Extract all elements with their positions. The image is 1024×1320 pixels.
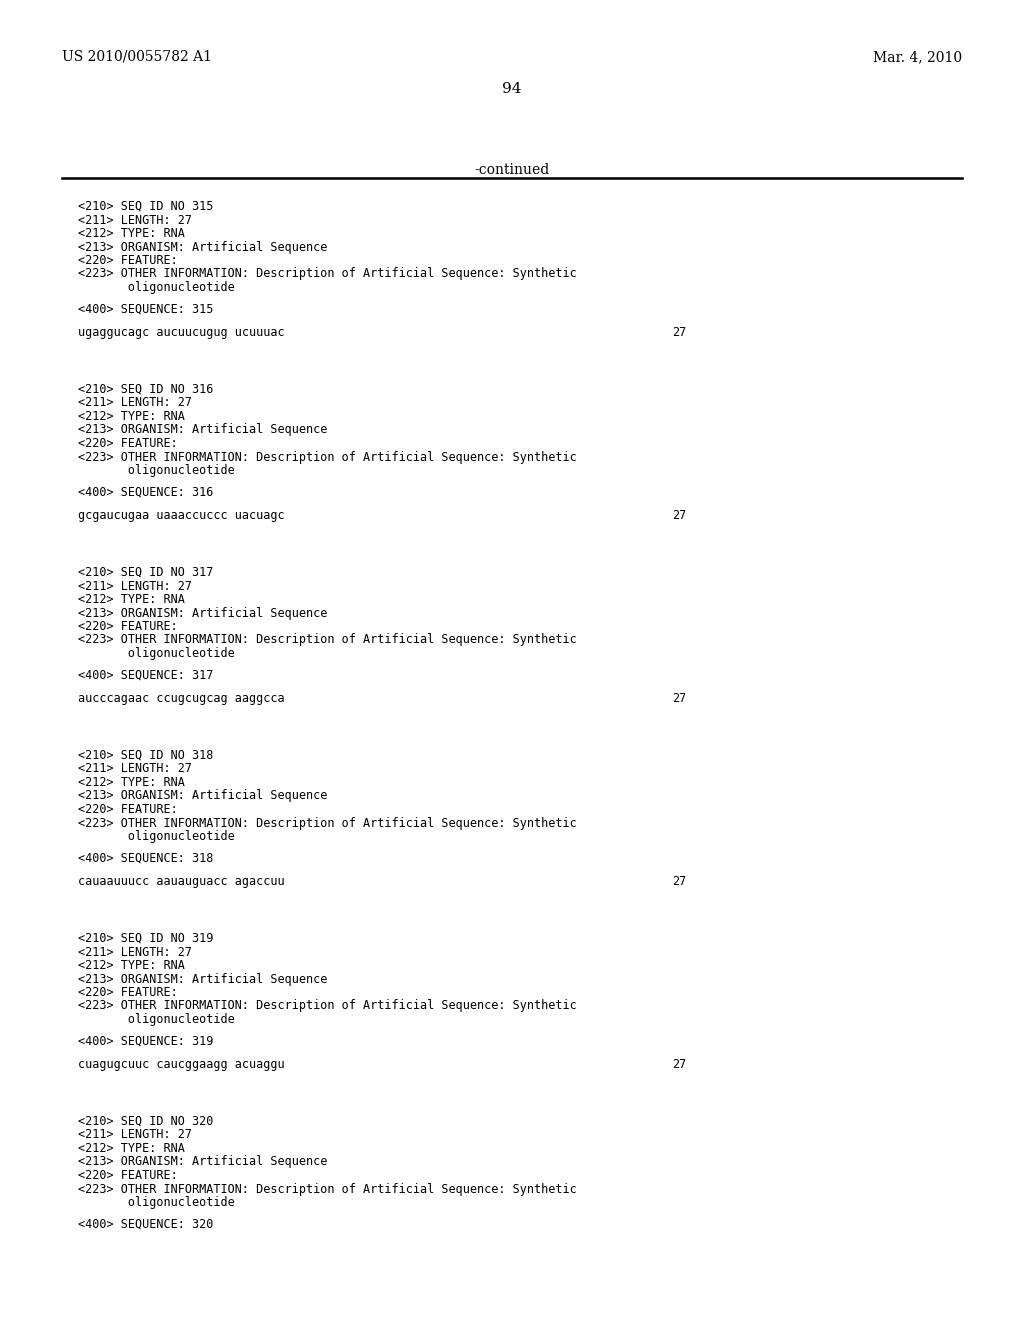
Text: <211> LENGTH: 27: <211> LENGTH: 27 bbox=[78, 945, 193, 958]
Text: <211> LENGTH: 27: <211> LENGTH: 27 bbox=[78, 1129, 193, 1142]
Text: ugaggucagc aucuucugug ucuuuac: ugaggucagc aucuucugug ucuuuac bbox=[78, 326, 285, 338]
Text: Mar. 4, 2010: Mar. 4, 2010 bbox=[872, 50, 962, 63]
Text: US 2010/0055782 A1: US 2010/0055782 A1 bbox=[62, 50, 212, 63]
Text: oligonucleotide: oligonucleotide bbox=[78, 281, 234, 294]
Text: cauaauuucc aauauguacc agaccuu: cauaauuucc aauauguacc agaccuu bbox=[78, 875, 285, 887]
Text: <212> TYPE: RNA: <212> TYPE: RNA bbox=[78, 411, 185, 422]
Text: 94: 94 bbox=[502, 82, 522, 96]
Text: <210> SEQ ID NO 320: <210> SEQ ID NO 320 bbox=[78, 1115, 213, 1129]
Text: <400> SEQUENCE: 320: <400> SEQUENCE: 320 bbox=[78, 1217, 213, 1230]
Text: <211> LENGTH: 27: <211> LENGTH: 27 bbox=[78, 214, 193, 227]
Text: <220> FEATURE:: <220> FEATURE: bbox=[78, 437, 178, 450]
Text: oligonucleotide: oligonucleotide bbox=[78, 647, 234, 660]
Text: 27: 27 bbox=[672, 1057, 686, 1071]
Text: gcgaucugaa uaaaccuccc uacuagc: gcgaucugaa uaaaccuccc uacuagc bbox=[78, 508, 285, 521]
Text: <220> FEATURE:: <220> FEATURE: bbox=[78, 986, 178, 999]
Text: <213> ORGANISM: Artificial Sequence: <213> ORGANISM: Artificial Sequence bbox=[78, 606, 328, 619]
Text: <220> FEATURE:: <220> FEATURE: bbox=[78, 620, 178, 634]
Text: <213> ORGANISM: Artificial Sequence: <213> ORGANISM: Artificial Sequence bbox=[78, 240, 328, 253]
Text: oligonucleotide: oligonucleotide bbox=[78, 1012, 234, 1026]
Text: <211> LENGTH: 27: <211> LENGTH: 27 bbox=[78, 579, 193, 593]
Text: <213> ORGANISM: Artificial Sequence: <213> ORGANISM: Artificial Sequence bbox=[78, 1155, 328, 1168]
Text: <220> FEATURE:: <220> FEATURE: bbox=[78, 1170, 178, 1181]
Text: <400> SEQUENCE: 319: <400> SEQUENCE: 319 bbox=[78, 1035, 213, 1048]
Text: <213> ORGANISM: Artificial Sequence: <213> ORGANISM: Artificial Sequence bbox=[78, 789, 328, 803]
Text: <210> SEQ ID NO 316: <210> SEQ ID NO 316 bbox=[78, 383, 213, 396]
Text: <400> SEQUENCE: 316: <400> SEQUENCE: 316 bbox=[78, 486, 213, 499]
Text: 27: 27 bbox=[672, 875, 686, 887]
Text: <220> FEATURE:: <220> FEATURE: bbox=[78, 253, 178, 267]
Text: <223> OTHER INFORMATION: Description of Artificial Sequence: Synthetic: <223> OTHER INFORMATION: Description of … bbox=[78, 999, 577, 1012]
Text: <400> SEQUENCE: 318: <400> SEQUENCE: 318 bbox=[78, 851, 213, 865]
Text: -continued: -continued bbox=[474, 162, 550, 177]
Text: <223> OTHER INFORMATION: Description of Artificial Sequence: Synthetic: <223> OTHER INFORMATION: Description of … bbox=[78, 817, 577, 829]
Text: oligonucleotide: oligonucleotide bbox=[78, 1196, 234, 1209]
Text: <400> SEQUENCE: 317: <400> SEQUENCE: 317 bbox=[78, 669, 213, 681]
Text: <210> SEQ ID NO 315: <210> SEQ ID NO 315 bbox=[78, 201, 213, 213]
Text: aucccagaac ccugcugcag aaggcca: aucccagaac ccugcugcag aaggcca bbox=[78, 692, 285, 705]
Text: <210> SEQ ID NO 319: <210> SEQ ID NO 319 bbox=[78, 932, 213, 945]
Text: <220> FEATURE:: <220> FEATURE: bbox=[78, 803, 178, 816]
Text: <212> TYPE: RNA: <212> TYPE: RNA bbox=[78, 960, 185, 972]
Text: 27: 27 bbox=[672, 692, 686, 705]
Text: <210> SEQ ID NO 318: <210> SEQ ID NO 318 bbox=[78, 748, 213, 762]
Text: oligonucleotide: oligonucleotide bbox=[78, 465, 234, 477]
Text: <211> LENGTH: 27: <211> LENGTH: 27 bbox=[78, 396, 193, 409]
Text: <223> OTHER INFORMATION: Description of Artificial Sequence: Synthetic: <223> OTHER INFORMATION: Description of … bbox=[78, 634, 577, 647]
Text: <223> OTHER INFORMATION: Description of Artificial Sequence: Synthetic: <223> OTHER INFORMATION: Description of … bbox=[78, 268, 577, 281]
Text: 27: 27 bbox=[672, 326, 686, 338]
Text: <213> ORGANISM: Artificial Sequence: <213> ORGANISM: Artificial Sequence bbox=[78, 973, 328, 986]
Text: <400> SEQUENCE: 315: <400> SEQUENCE: 315 bbox=[78, 302, 213, 315]
Text: <223> OTHER INFORMATION: Description of Artificial Sequence: Synthetic: <223> OTHER INFORMATION: Description of … bbox=[78, 450, 577, 463]
Text: 27: 27 bbox=[672, 508, 686, 521]
Text: <212> TYPE: RNA: <212> TYPE: RNA bbox=[78, 227, 185, 240]
Text: cuagugcuuc caucggaagg acuaggu: cuagugcuuc caucggaagg acuaggu bbox=[78, 1057, 285, 1071]
Text: oligonucleotide: oligonucleotide bbox=[78, 830, 234, 843]
Text: <212> TYPE: RNA: <212> TYPE: RNA bbox=[78, 1142, 185, 1155]
Text: <212> TYPE: RNA: <212> TYPE: RNA bbox=[78, 593, 185, 606]
Text: <213> ORGANISM: Artificial Sequence: <213> ORGANISM: Artificial Sequence bbox=[78, 424, 328, 437]
Text: <223> OTHER INFORMATION: Description of Artificial Sequence: Synthetic: <223> OTHER INFORMATION: Description of … bbox=[78, 1183, 577, 1196]
Text: <211> LENGTH: 27: <211> LENGTH: 27 bbox=[78, 763, 193, 776]
Text: <210> SEQ ID NO 317: <210> SEQ ID NO 317 bbox=[78, 566, 213, 579]
Text: <212> TYPE: RNA: <212> TYPE: RNA bbox=[78, 776, 185, 789]
